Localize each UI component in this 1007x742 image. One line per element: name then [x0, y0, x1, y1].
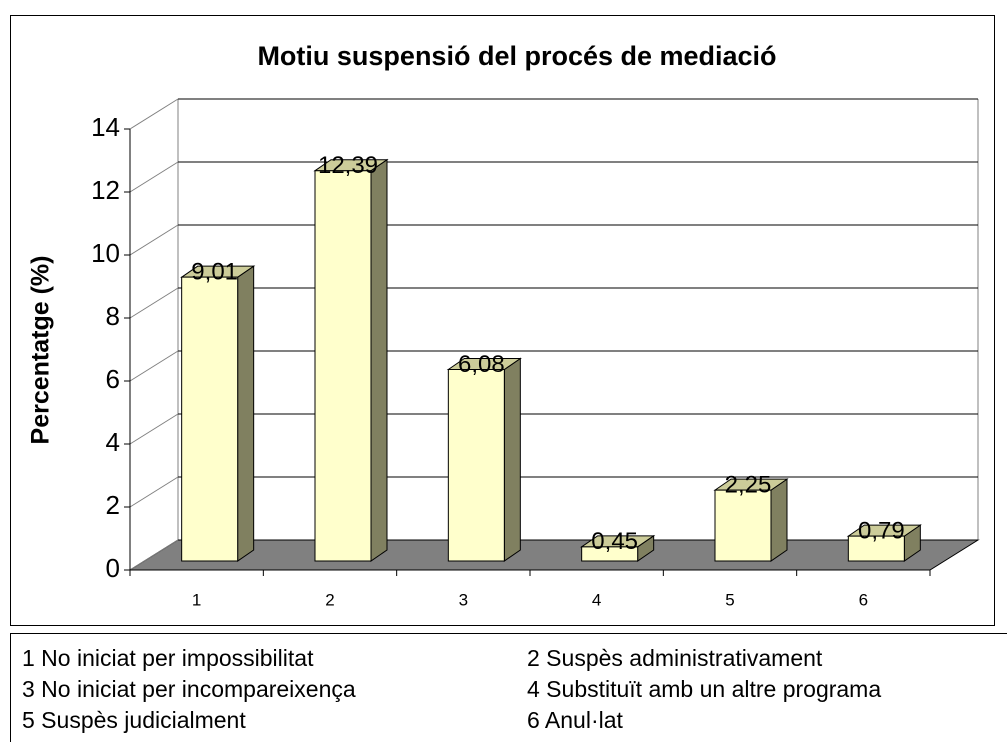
bar-front — [314, 170, 372, 562]
bar — [446, 357, 522, 562]
data-label: 6,08 — [458, 351, 505, 378]
bar-front — [181, 276, 239, 562]
y-axis-label: Percentatge (%) — [27, 256, 55, 445]
x-tick-label: 1 — [192, 590, 201, 609]
data-label: 0,79 — [858, 517, 905, 544]
bar — [313, 158, 389, 562]
bar-front — [714, 489, 772, 562]
y-tick-label: 6 — [106, 364, 120, 394]
bar-front — [847, 535, 905, 562]
bar-side — [237, 265, 255, 562]
grid-line — [129, 350, 179, 382]
legend-item: 5 Suspès judicialment — [22, 707, 246, 733]
bar — [846, 524, 922, 562]
legend-item: 2 Suspès administrativament — [527, 645, 823, 671]
grid-line — [129, 476, 179, 508]
legend-item: 3 No iniciat per incompareixença — [22, 676, 356, 702]
bar-side — [370, 158, 388, 562]
bar-front — [447, 368, 505, 562]
data-label: 0,45 — [591, 528, 638, 555]
grid-line — [129, 161, 179, 193]
legend-item: 6 Anul·lat — [527, 707, 624, 733]
grid-line — [129, 287, 179, 319]
bar — [580, 534, 656, 562]
x-tick-label: 3 — [459, 590, 468, 609]
bar-front — [581, 546, 639, 562]
legend-frame — [10, 633, 1007, 742]
x-tick-label: 6 — [859, 590, 868, 609]
bar — [180, 265, 256, 562]
y-tick-label: 14 — [91, 112, 120, 142]
y-tick-label: 4 — [106, 427, 120, 457]
chart-title: Motiu suspensió del procés de mediació — [257, 41, 776, 71]
grid-line — [129, 413, 179, 445]
y-tick-label: 0 — [106, 553, 120, 583]
bar — [713, 478, 789, 562]
y-tick-label: 10 — [91, 238, 120, 268]
legend-item: 1 No iniciat per impossibilitat — [22, 645, 314, 671]
grid-line — [129, 539, 179, 571]
x-tick-label: 5 — [725, 590, 734, 609]
y-tick-label: 2 — [106, 490, 120, 520]
bar-side — [770, 478, 788, 562]
data-label: 2,25 — [725, 471, 772, 498]
grid-line — [129, 224, 179, 256]
data-label: 9,01 — [191, 259, 238, 286]
grid-line — [129, 98, 179, 130]
data-label: 12,39 — [318, 152, 378, 179]
y-tick-label: 8 — [106, 301, 120, 331]
x-tick-label: 2 — [325, 590, 334, 609]
y-tick-label: 12 — [91, 175, 120, 205]
bar-side — [503, 357, 521, 562]
legend-item: 4 Substituït amb un altre programa — [527, 676, 881, 702]
x-tick-label: 4 — [592, 590, 601, 609]
